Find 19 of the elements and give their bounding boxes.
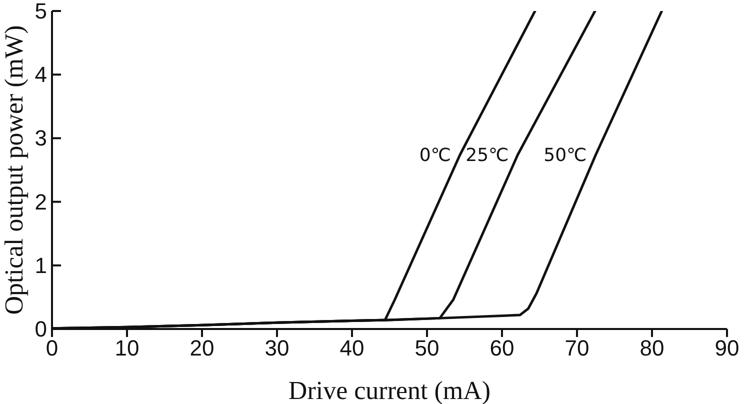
x-tick-label: 20 [190, 336, 214, 361]
y-tick-label: 3 [34, 126, 47, 151]
x-tick-label: 10 [114, 336, 140, 361]
series-label: 25℃ [466, 145, 509, 166]
series-label: 50℃ [544, 145, 587, 166]
x-tick-label: 40 [340, 336, 364, 361]
y-tick-label: 1 [34, 252, 47, 278]
x-tick-label: 60 [490, 336, 514, 361]
x-tick-label: 70 [564, 336, 590, 361]
y-tick-label: 4 [34, 62, 47, 88]
x-tick-label: 30 [264, 336, 290, 361]
y-tick-label: 2 [34, 189, 47, 214]
series-label: 0℃ [419, 145, 451, 166]
x-tick-label: 80 [640, 336, 664, 361]
x-tick-label: 50 [414, 336, 440, 361]
y-axis-title: Optical output power (mW) [0, 25, 28, 315]
x-tick-label: 90 [714, 336, 740, 361]
y-tick-label: 0 [34, 316, 47, 342]
y-tick-label: 5 [34, 0, 47, 24]
